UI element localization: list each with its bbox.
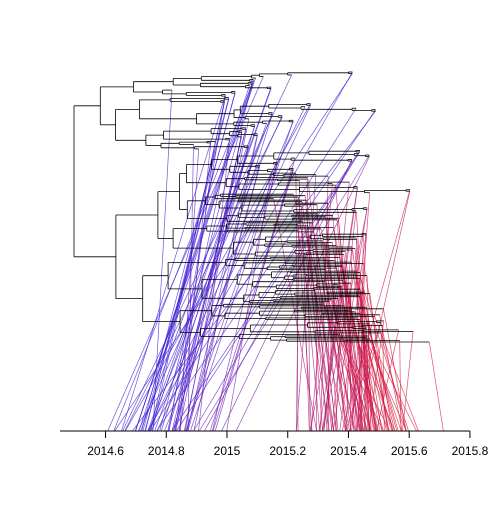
tip-date-link xyxy=(187,144,194,432)
tip-date-link xyxy=(339,233,367,432)
tip-date-link xyxy=(171,129,247,432)
tip-date-link xyxy=(212,162,278,432)
x-tick-label: 2014.6 xyxy=(87,444,124,458)
tip-date-link xyxy=(147,86,272,432)
tip-date-link xyxy=(339,334,391,432)
tip-date-link xyxy=(365,328,370,432)
tip-date-link xyxy=(145,99,230,432)
tip-date-link xyxy=(399,340,402,432)
tip-date-link xyxy=(179,148,200,432)
x-tick-label: 2015.8 xyxy=(452,444,489,458)
tip-date-link xyxy=(343,254,363,432)
tip-date-link xyxy=(179,142,212,432)
tip-date-link xyxy=(337,298,368,432)
tip-date-link xyxy=(135,85,250,432)
tip-date-link xyxy=(209,168,294,432)
tip-date-link xyxy=(198,138,231,432)
tip-date-link xyxy=(167,139,231,432)
tip-date-link xyxy=(226,171,272,432)
tip-date-link xyxy=(140,126,256,432)
x-tick-label: 2015.6 xyxy=(391,444,428,458)
tip-date-link xyxy=(302,221,356,432)
tip-date-link xyxy=(148,112,273,432)
tip-date-link xyxy=(342,280,376,432)
x-tick-label: 2015.2 xyxy=(269,444,306,458)
tip-date-link xyxy=(148,106,306,432)
tip-date-link xyxy=(132,110,376,432)
tip-date-link xyxy=(190,120,294,432)
tip-date-link xyxy=(295,173,299,432)
tip-date-link xyxy=(160,145,249,432)
x-tick-label: 2015 xyxy=(214,444,241,458)
tip-date-link xyxy=(376,329,399,432)
tip-date-link xyxy=(186,133,258,432)
tip-date-link xyxy=(380,332,407,432)
x-tick-label: 2015.4 xyxy=(330,444,367,458)
tip-date-link xyxy=(359,296,399,432)
tip-date-link xyxy=(150,102,225,432)
x-axis: 2014.6 2014.8 2015 2015.2 2015.4 2015.6 2015.8 xyxy=(60,430,489,458)
tip-date-link xyxy=(150,108,357,432)
tip-date-link xyxy=(306,179,311,432)
tip-date-link xyxy=(368,335,402,432)
phylogenetic-tree xyxy=(73,71,430,343)
tip-date-link xyxy=(141,97,230,432)
tip-date-link xyxy=(344,251,364,432)
tip-date-link xyxy=(368,320,385,432)
tip-date-link xyxy=(175,136,242,432)
tip-date-link xyxy=(152,90,173,432)
tip-date-link xyxy=(428,341,444,432)
tip-date-link xyxy=(369,338,417,432)
tip-date-link xyxy=(171,150,361,432)
tip-date-link xyxy=(402,331,414,432)
x-tick-label: 2014.8 xyxy=(148,444,185,458)
tip-date-link xyxy=(124,117,283,432)
tip-date-link xyxy=(176,151,361,432)
tip-date-link xyxy=(174,147,249,432)
tip-date-link xyxy=(349,326,368,432)
tip-date-link xyxy=(304,195,323,432)
tip-date-link xyxy=(156,109,376,432)
tip-date-link xyxy=(366,337,387,432)
tip-date-link xyxy=(293,194,346,432)
tip-date-links xyxy=(107,71,444,432)
tip-date-link xyxy=(185,163,278,432)
tip-date-link xyxy=(323,302,368,432)
